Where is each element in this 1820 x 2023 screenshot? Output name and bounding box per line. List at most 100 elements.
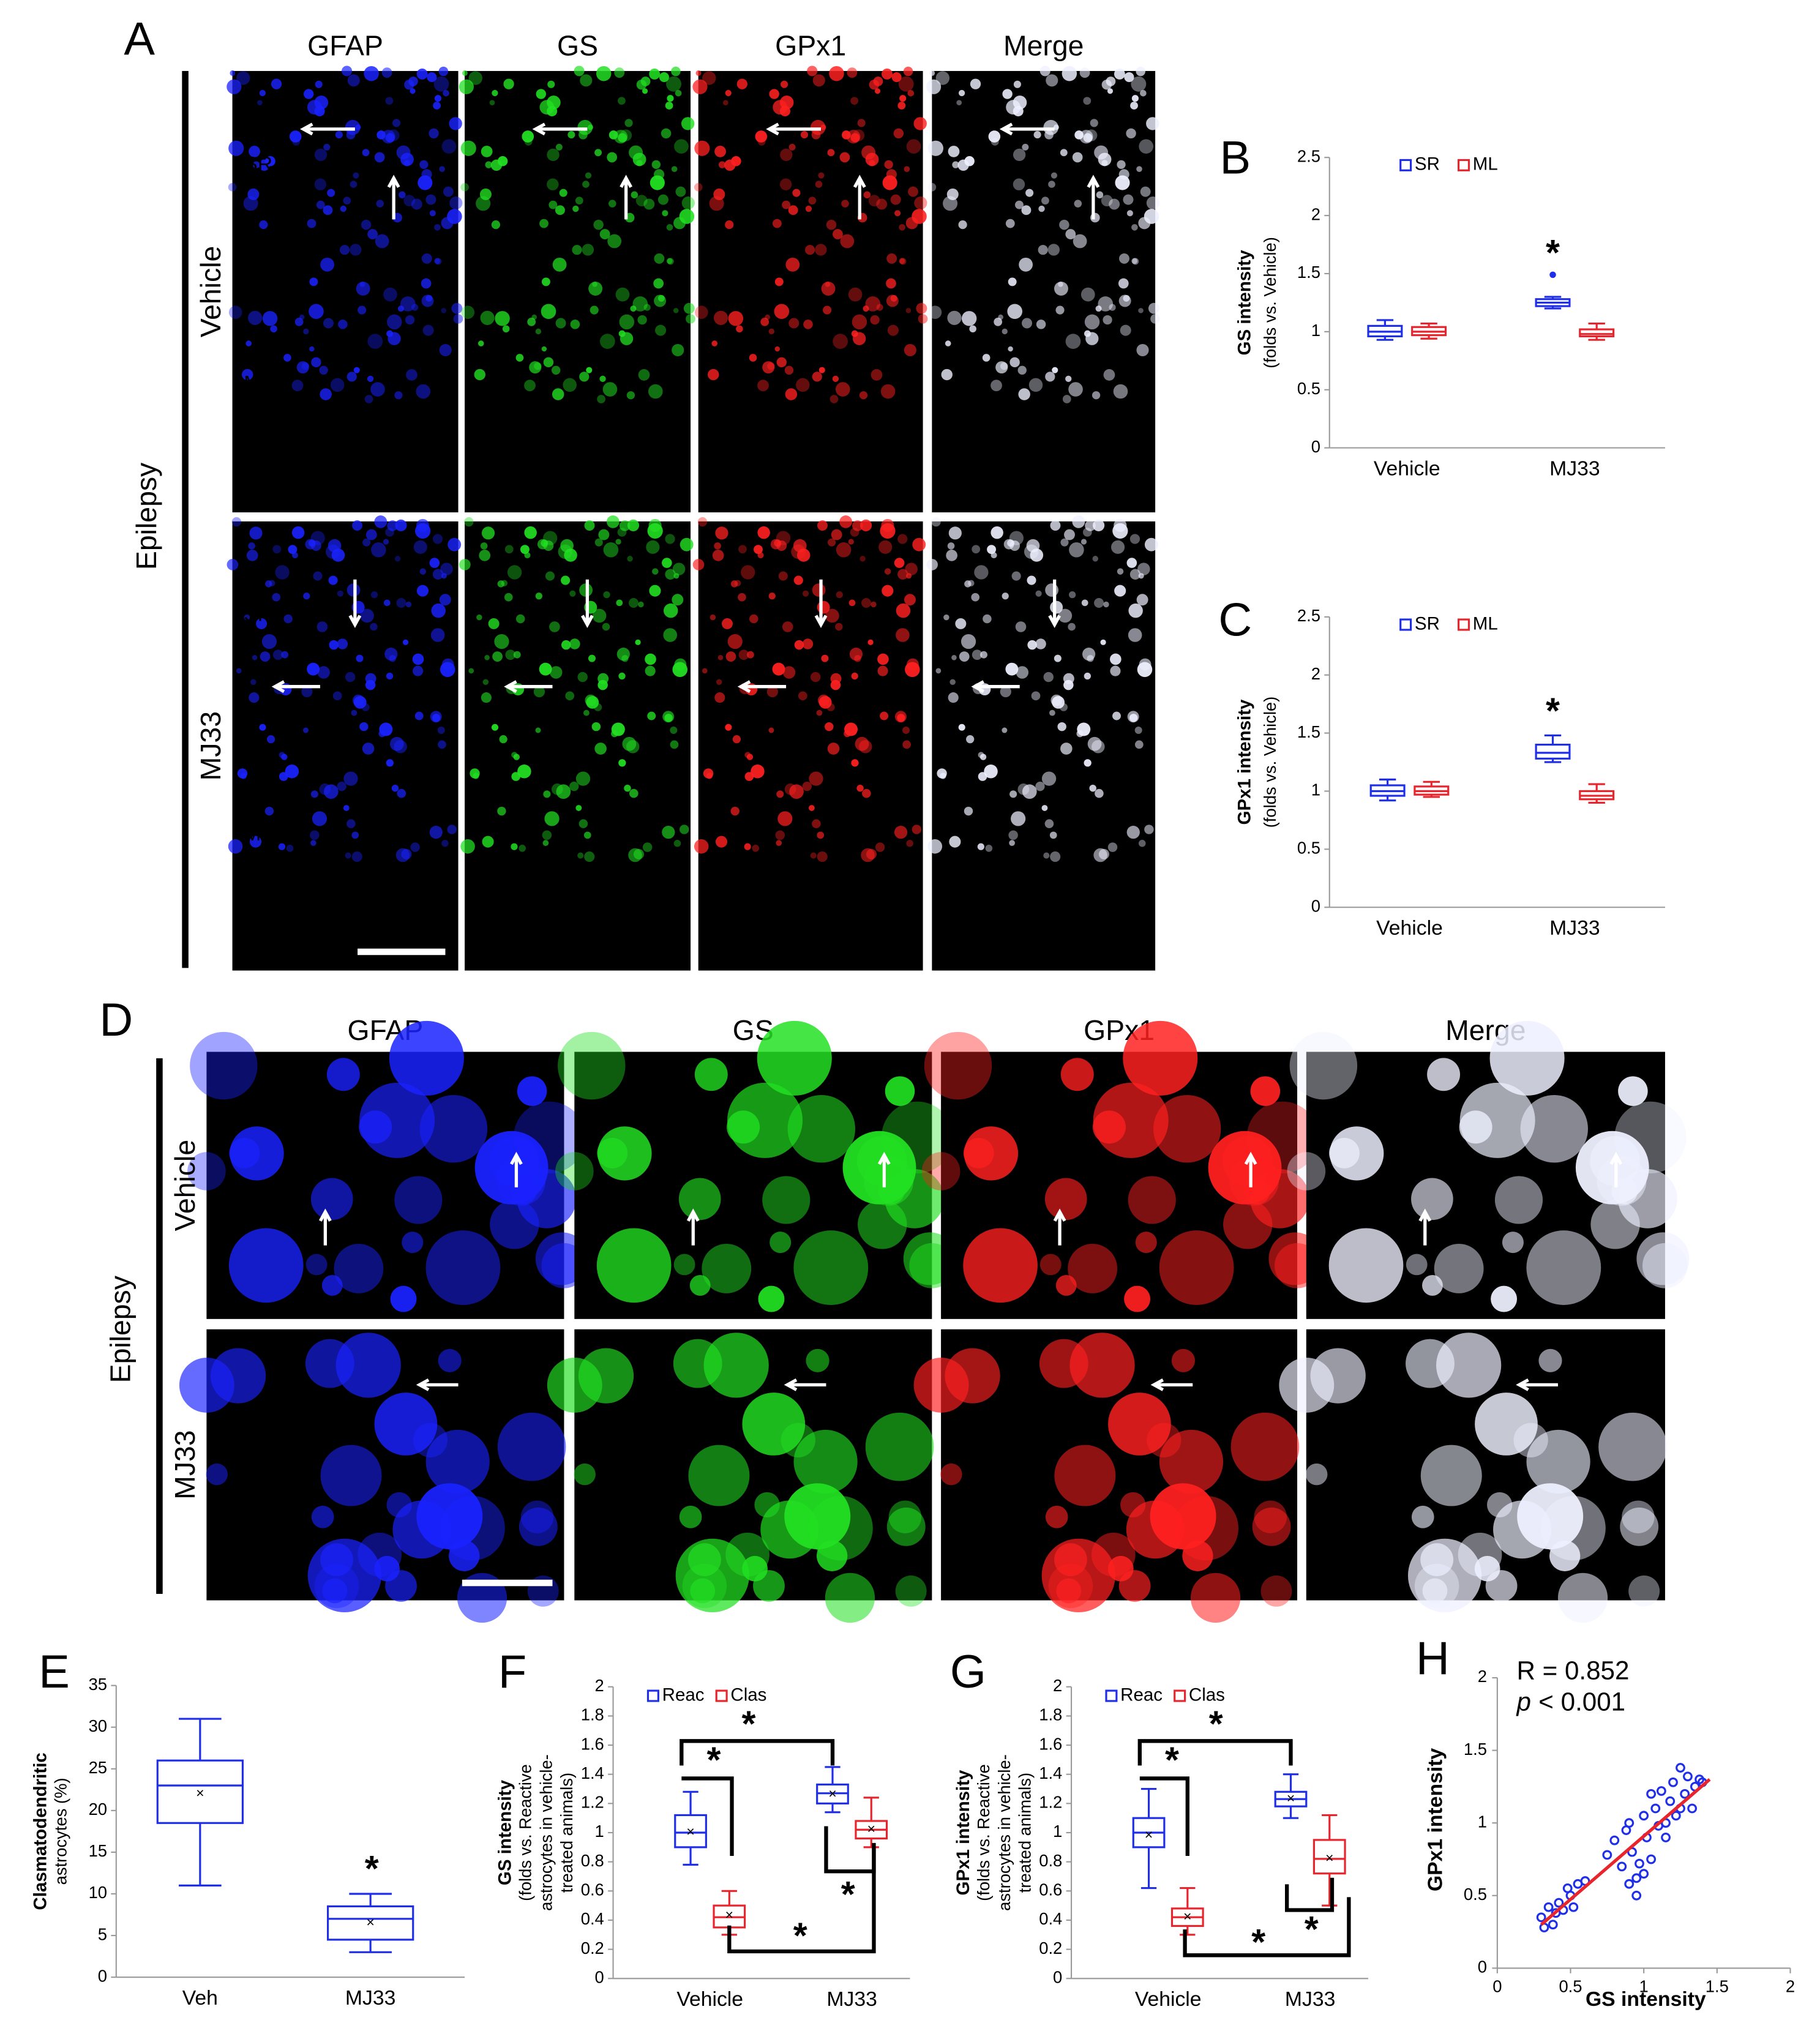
cell bbox=[774, 539, 782, 547]
cell bbox=[744, 772, 754, 781]
cell bbox=[760, 1500, 819, 1559]
row-label: MJ33 bbox=[169, 1430, 201, 1499]
y-tick-label: 0.5 bbox=[1297, 379, 1320, 398]
cell bbox=[859, 519, 872, 531]
cell bbox=[977, 843, 984, 850]
y-tick-label: 1 bbox=[1053, 1822, 1062, 1841]
cell bbox=[228, 140, 244, 156]
cell bbox=[361, 219, 372, 230]
cell bbox=[1031, 691, 1041, 701]
cell bbox=[1072, 152, 1083, 163]
cell bbox=[460, 140, 476, 156]
cell bbox=[544, 811, 560, 826]
cell bbox=[350, 181, 358, 188]
cell bbox=[504, 545, 514, 554]
cell bbox=[305, 1254, 328, 1276]
cell bbox=[935, 668, 942, 674]
cell bbox=[386, 730, 392, 736]
cell bbox=[902, 740, 912, 749]
cell bbox=[788, 205, 798, 215]
cell bbox=[717, 654, 724, 660]
arrow-head bbox=[1516, 1378, 1529, 1391]
region-label: SR bbox=[244, 603, 272, 626]
cell bbox=[533, 686, 545, 698]
annotation: p bbox=[1515, 1687, 1530, 1716]
cell bbox=[961, 634, 976, 649]
group-label: Epilepsy bbox=[130, 462, 162, 570]
cell bbox=[829, 395, 839, 403]
cell bbox=[367, 229, 378, 239]
cell bbox=[1011, 811, 1026, 826]
cell bbox=[541, 539, 549, 547]
cell bbox=[376, 200, 384, 208]
cell bbox=[524, 380, 536, 392]
cell bbox=[1033, 131, 1041, 139]
cell bbox=[569, 590, 576, 597]
cell bbox=[591, 722, 601, 731]
cell bbox=[1018, 388, 1030, 400]
y-tick-label: 20 bbox=[89, 1800, 107, 1819]
cell bbox=[982, 354, 991, 362]
cell bbox=[430, 711, 442, 723]
cell bbox=[1028, 378, 1043, 392]
cell bbox=[449, 196, 463, 210]
cell bbox=[374, 515, 388, 528]
cell bbox=[631, 191, 638, 199]
cell bbox=[943, 196, 958, 211]
cell bbox=[798, 691, 807, 701]
cell bbox=[1436, 1333, 1502, 1398]
cell bbox=[362, 149, 370, 157]
cell bbox=[346, 130, 356, 140]
cell bbox=[1144, 537, 1158, 552]
micrograph bbox=[698, 70, 923, 513]
cell bbox=[852, 332, 866, 345]
cell bbox=[413, 665, 424, 676]
cell bbox=[702, 71, 716, 85]
point bbox=[1554, 1898, 1564, 1908]
cell bbox=[767, 362, 775, 370]
arrow-head bbox=[853, 174, 866, 189]
cell bbox=[513, 651, 521, 659]
cell bbox=[464, 517, 474, 527]
cell bbox=[978, 772, 987, 781]
cell bbox=[620, 332, 634, 345]
cell bbox=[429, 210, 436, 217]
cell bbox=[812, 819, 821, 828]
cell bbox=[1030, 548, 1044, 562]
cell bbox=[575, 805, 582, 811]
cell bbox=[927, 182, 937, 192]
cell bbox=[903, 66, 913, 77]
cell bbox=[991, 380, 1002, 392]
cell bbox=[480, 310, 495, 325]
cell bbox=[574, 1463, 596, 1486]
y-tick-label: 2 bbox=[1053, 1676, 1062, 1695]
cell bbox=[350, 244, 362, 256]
cell bbox=[511, 752, 518, 758]
cell bbox=[402, 639, 409, 645]
cell bbox=[620, 129, 632, 141]
y-tick-label: 15 bbox=[89, 1841, 107, 1860]
cell bbox=[552, 388, 564, 400]
cell bbox=[821, 282, 836, 296]
cell bbox=[662, 558, 672, 568]
cell bbox=[774, 304, 790, 320]
y-tick-label: 0 bbox=[98, 1966, 107, 1985]
y-tick-label: 1 bbox=[1311, 321, 1320, 340]
cell bbox=[896, 628, 910, 642]
point bbox=[1617, 1861, 1627, 1872]
cell bbox=[948, 692, 959, 703]
cell bbox=[738, 649, 749, 660]
y-tick-label: 1.6 bbox=[581, 1734, 604, 1753]
cell bbox=[310, 531, 325, 545]
y-tick-label: 0 bbox=[1311, 437, 1320, 456]
cell bbox=[1140, 186, 1151, 197]
cell bbox=[524, 526, 537, 539]
cell bbox=[1223, 1200, 1273, 1249]
cell bbox=[564, 548, 577, 562]
cell bbox=[245, 340, 252, 346]
cell bbox=[624, 784, 631, 792]
cell bbox=[964, 580, 972, 588]
cell bbox=[861, 848, 875, 862]
cell bbox=[352, 520, 362, 531]
cell bbox=[1062, 65, 1077, 81]
